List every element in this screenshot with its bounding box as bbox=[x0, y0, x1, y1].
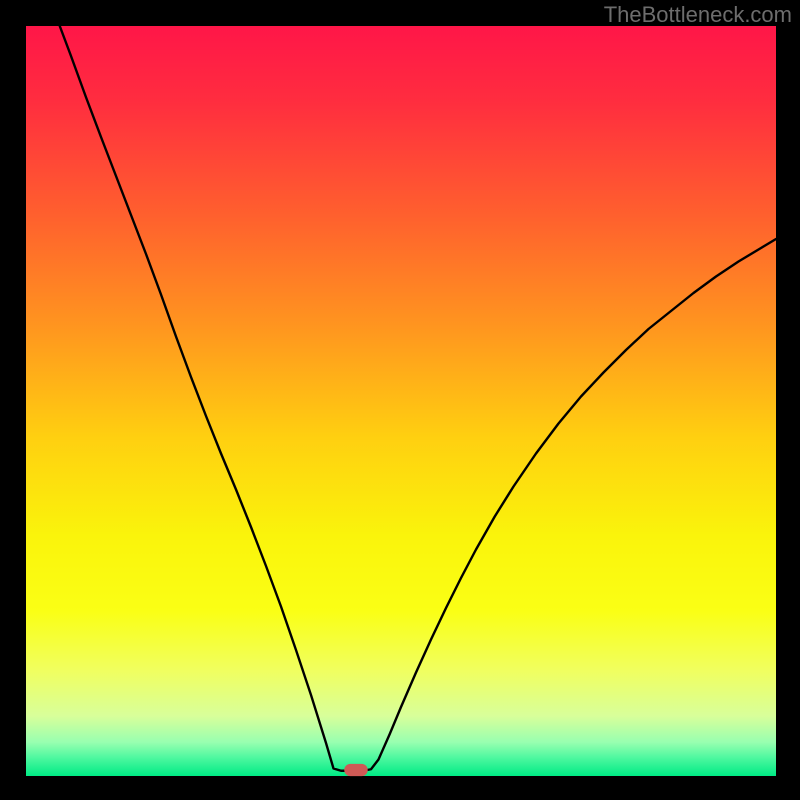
bottleneck-chart bbox=[0, 0, 800, 800]
chart-frame: TheBottleneck.com bbox=[0, 0, 800, 800]
minimum-marker bbox=[345, 764, 368, 775]
gradient-background bbox=[26, 26, 776, 776]
